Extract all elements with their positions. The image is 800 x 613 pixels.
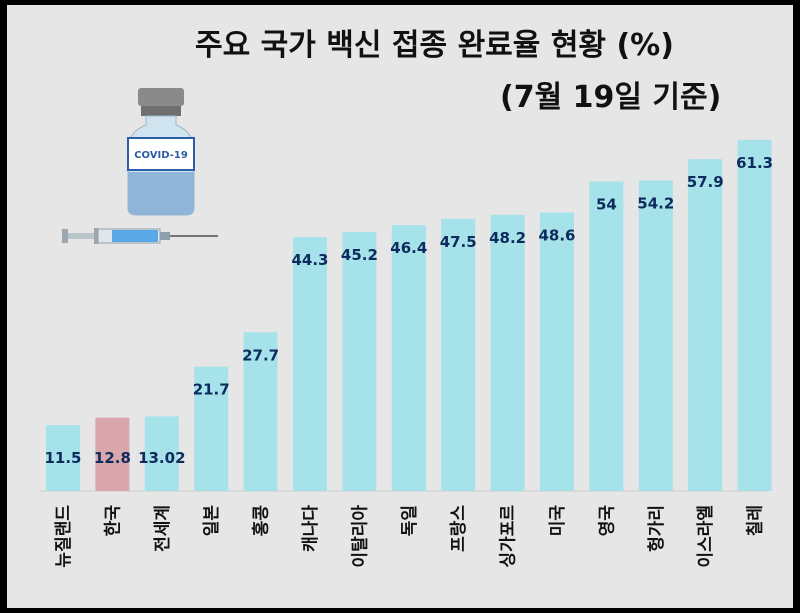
category-label-6: 이탈리아 <box>349 505 370 568</box>
bar-5 <box>293 237 327 491</box>
category-label-8: 프랑스 <box>449 505 469 552</box>
value-label-0: 11.5 <box>44 449 81 467</box>
bars-group <box>46 139 772 492</box>
category-label-10: 미국 <box>548 505 568 537</box>
value-label-14: 61.3 <box>736 154 773 172</box>
chart-subtitle: (7월 19일 기준) <box>500 80 722 115</box>
bar-0 <box>46 425 80 491</box>
value-label-11: 54 <box>596 196 617 214</box>
bar-12 <box>638 180 673 491</box>
value-label-4: 27.7 <box>242 346 279 364</box>
vaccine-vial-icon: COVID-19 <box>127 88 195 216</box>
bar-14 <box>737 139 772 491</box>
category-label-4: 홍콩 <box>251 505 272 537</box>
bar-7 <box>391 225 426 492</box>
bar-8 <box>441 218 476 491</box>
value-label-12: 54.2 <box>637 194 674 212</box>
value-label-9: 48.2 <box>489 229 526 247</box>
category-labels-group: 뉴질랜드 한국 전세계 일본 홍콩 캐나다 이탈리아 독일 프랑스 싱가포르 미국 영국 헝가리 이스라엘… <box>53 505 766 568</box>
category-label-0: 뉴질랜드 <box>53 505 74 568</box>
value-label-5: 44.3 <box>291 251 328 269</box>
value-label-7: 46.4 <box>390 239 427 257</box>
bar-11 <box>589 181 624 491</box>
bar-9 <box>490 214 525 491</box>
category-label-14: 칠레 <box>745 505 766 536</box>
bar-10 <box>540 212 574 491</box>
bar-3 <box>194 366 229 491</box>
value-label-6: 45.2 <box>341 246 378 264</box>
category-label-9: 싱가포르 <box>499 505 519 568</box>
category-label-1: 한국 <box>103 505 123 537</box>
syringe-icon <box>62 228 218 244</box>
bar-1 <box>95 417 130 491</box>
value-label-10: 48.6 <box>538 227 575 245</box>
category-label-7: 독일 <box>400 505 420 536</box>
bar-4 <box>243 332 278 491</box>
category-label-3: 일본 <box>202 505 222 537</box>
value-label-8: 47.5 <box>440 233 477 251</box>
chart-title: 주요 국가 백신 접종 완료율 현황 (%) <box>195 28 674 63</box>
category-label-2: 전세계 <box>153 505 173 552</box>
bar-13 <box>688 159 723 491</box>
value-label-2: 13.02 <box>138 449 185 467</box>
value-labels-group: 11.5 12.8 13.02 21.7 27.7 44.3 45.2 46.4 47.5 48.… <box>44 154 773 467</box>
category-label-5: 캐나다 <box>301 505 321 552</box>
category-label-12: 헝가리 <box>646 505 667 552</box>
value-label-13: 57.9 <box>687 173 724 191</box>
category-label-13: 이스라엘 <box>696 505 716 568</box>
value-label-1: 12.8 <box>94 449 131 467</box>
bar-2 <box>144 416 179 491</box>
value-label-3: 21.7 <box>193 381 230 399</box>
bar-6 <box>342 232 377 491</box>
vial-label: COVID-19 <box>134 150 188 161</box>
category-label-11: 영국 <box>597 505 617 537</box>
